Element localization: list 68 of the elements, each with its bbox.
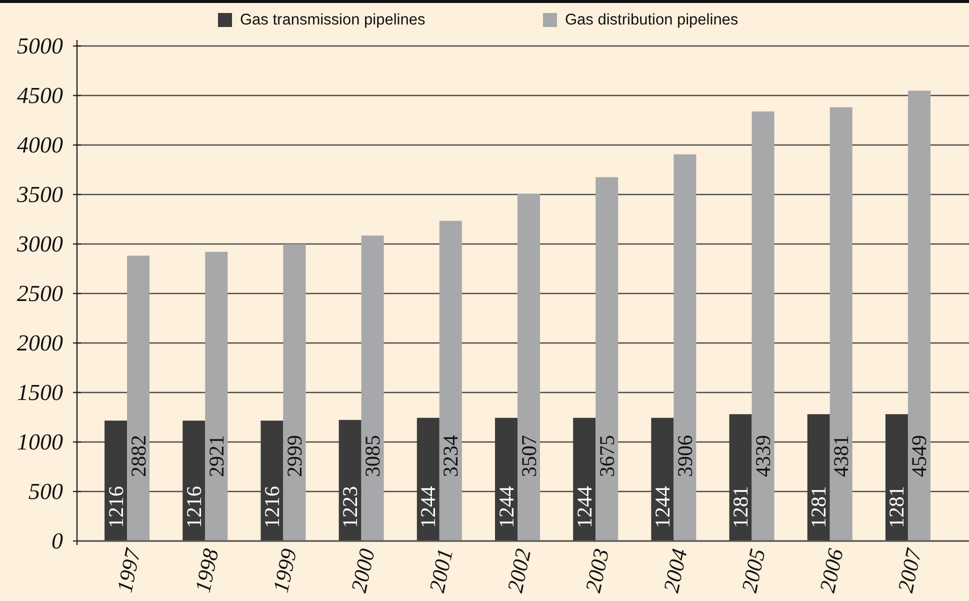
data-label: 1244 bbox=[494, 486, 518, 528]
bar bbox=[104, 420, 128, 541]
bar bbox=[729, 414, 752, 541]
bar bbox=[182, 420, 206, 541]
y-tick-label: 0 bbox=[52, 528, 64, 554]
bar bbox=[573, 418, 596, 541]
data-label: 1216 bbox=[104, 486, 128, 528]
data-label: 4339 bbox=[751, 435, 776, 477]
bar bbox=[205, 252, 228, 541]
data-label: 2882 bbox=[126, 435, 150, 477]
data-label: 1281 bbox=[728, 486, 753, 528]
x-tick-label: 2007 bbox=[892, 545, 926, 595]
x-tick-label: 2001 bbox=[424, 546, 458, 595]
y-tick-label: 4500 bbox=[17, 83, 64, 108]
x-tick-label: 2000 bbox=[346, 546, 380, 595]
y-tick-label: 500 bbox=[28, 479, 64, 504]
bar bbox=[361, 236, 384, 541]
bar bbox=[439, 220, 462, 541]
data-label: 1244 bbox=[572, 486, 596, 528]
x-tick-label: 2002 bbox=[502, 546, 536, 595]
data-label: 4549 bbox=[907, 435, 932, 477]
y-tick-label: 3500 bbox=[16, 182, 64, 207]
data-label: 1244 bbox=[416, 486, 440, 528]
x-tick-label: 1999 bbox=[268, 546, 302, 595]
bar bbox=[807, 414, 830, 541]
bar bbox=[338, 420, 362, 541]
bar bbox=[651, 418, 674, 541]
bar bbox=[127, 256, 150, 541]
data-label: 1244 bbox=[650, 486, 674, 528]
bar bbox=[416, 418, 440, 541]
bar bbox=[518, 194, 540, 541]
y-tick-label: 4000 bbox=[17, 132, 64, 158]
x-tick-label: 1997 bbox=[112, 545, 146, 595]
bar bbox=[885, 414, 908, 541]
y-tick-label: 1000 bbox=[17, 430, 64, 454]
data-label: 1281 bbox=[806, 486, 831, 528]
y-tick-label: 5000 bbox=[17, 34, 64, 58]
bar bbox=[596, 177, 618, 541]
data-label: 3234 bbox=[438, 434, 463, 477]
data-label: 1216 bbox=[182, 486, 206, 528]
bar bbox=[752, 111, 774, 541]
bar bbox=[674, 154, 696, 541]
data-label: 1216 bbox=[260, 486, 284, 528]
data-label: 1223 bbox=[338, 486, 362, 528]
y-tick-label: 1500 bbox=[17, 380, 64, 405]
x-tick-label: 2006 bbox=[814, 546, 848, 595]
bar bbox=[283, 244, 306, 541]
bar bbox=[830, 107, 852, 541]
bar bbox=[908, 90, 930, 541]
x-tick-label: 2003 bbox=[580, 546, 614, 595]
data-label: 3507 bbox=[516, 435, 541, 477]
data-label: 1281 bbox=[884, 486, 909, 528]
legend-label: Gas distribution pipelines bbox=[565, 12, 738, 28]
data-label: 3085 bbox=[360, 435, 385, 477]
data-label: 2999 bbox=[282, 435, 306, 477]
data-label: 3906 bbox=[672, 435, 697, 477]
legend-label: Gas transmission pipelines bbox=[240, 12, 426, 28]
data-label: 2921 bbox=[204, 435, 228, 477]
bar bbox=[495, 418, 518, 541]
x-tick-label: 2005 bbox=[736, 546, 770, 595]
y-tick-label: 2000 bbox=[17, 330, 64, 356]
x-tick-label: 1998 bbox=[190, 546, 224, 595]
y-tick-label: 3000 bbox=[16, 232, 64, 256]
x-tick-label: 2004 bbox=[658, 546, 692, 595]
y-tick-label: 2500 bbox=[17, 281, 64, 306]
data-label: 4381 bbox=[829, 435, 854, 477]
bar bbox=[260, 420, 284, 541]
data-label: 3675 bbox=[594, 435, 619, 477]
